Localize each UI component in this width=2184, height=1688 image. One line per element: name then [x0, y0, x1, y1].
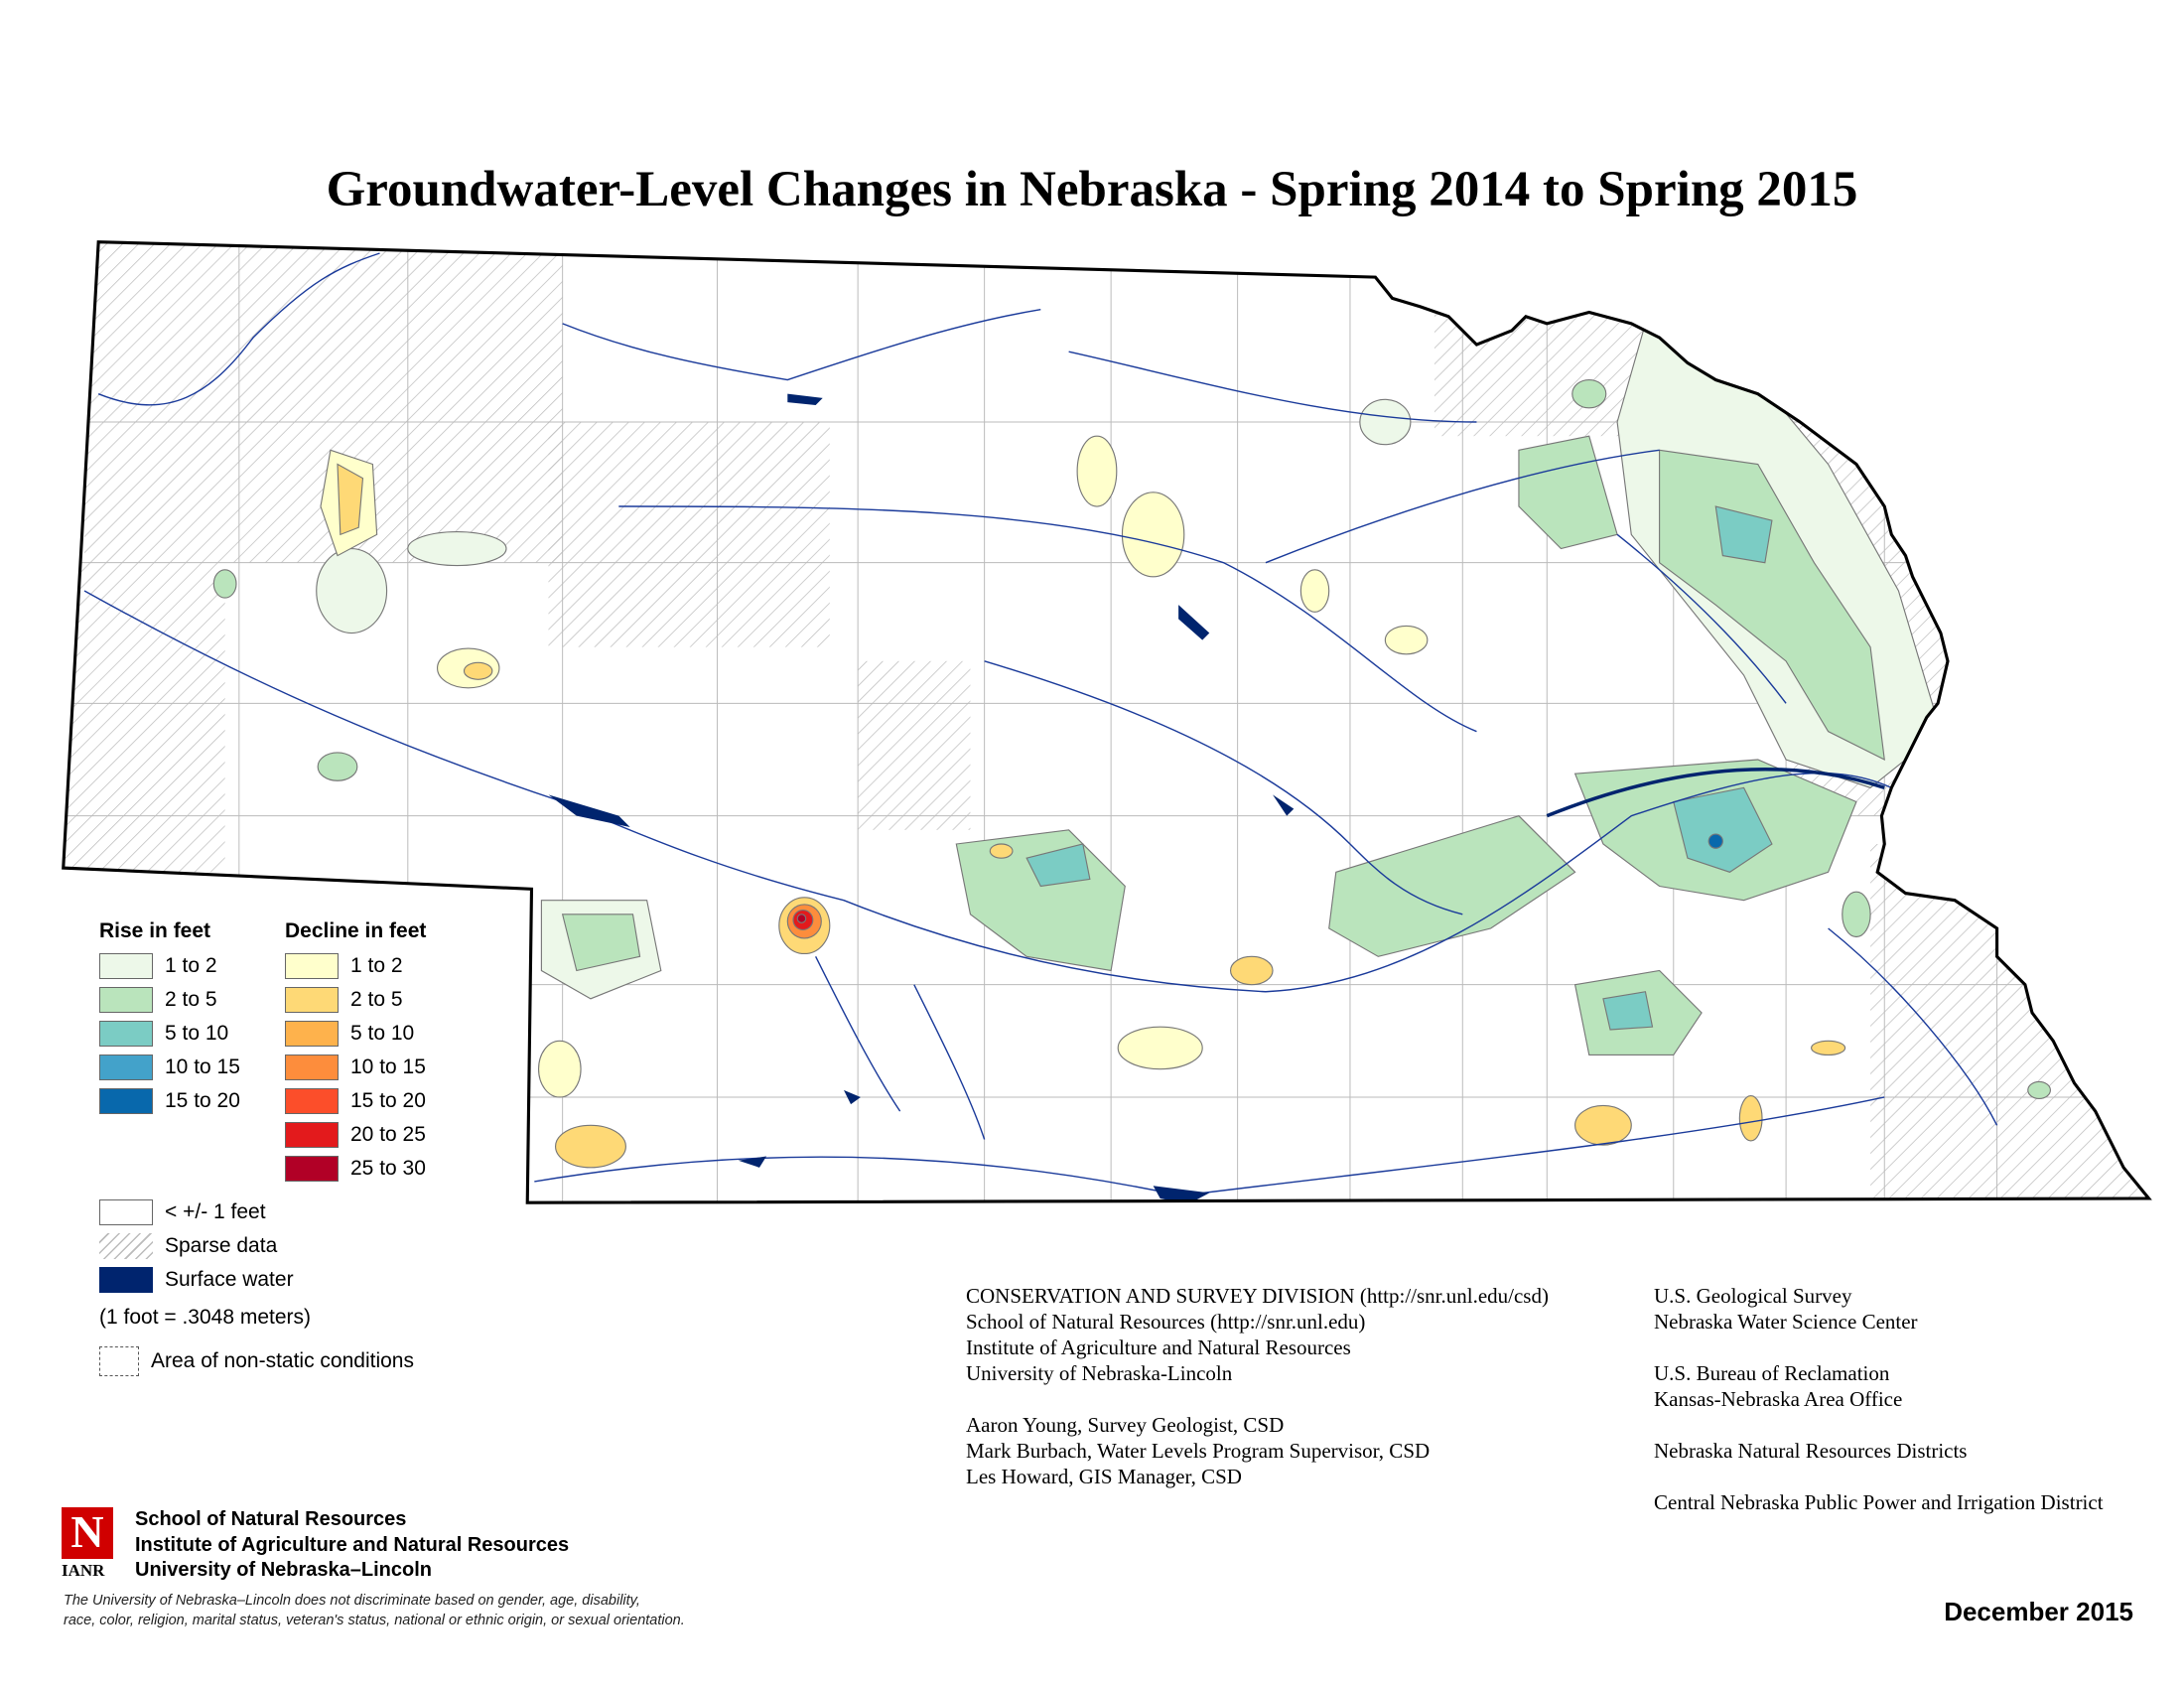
conversion-note: (1 foot = .3048 meters): [99, 1306, 312, 1329]
legend-item-decline: 15 to 20: [285, 1084, 426, 1118]
legend-swatch: [285, 1021, 339, 1047]
unl-ianr-logo: N IANR: [62, 1507, 119, 1585]
legend-swatch: [99, 987, 153, 1013]
legend-swatch: [99, 1021, 153, 1047]
credit-line: Aaron Young, Survey Geologist, CSD: [966, 1413, 1285, 1437]
legend-swatch: [285, 1088, 339, 1114]
credit-line: University of Nebraska-Lincoln: [966, 1361, 1233, 1385]
disclaimer: The University of Nebraska–Lincoln does …: [64, 1591, 685, 1630]
legend-swatch: [285, 987, 339, 1013]
credit-line: [1654, 1464, 2104, 1489]
legend-swatch: [99, 953, 153, 979]
legend-item-decline: 10 to 15: [285, 1051, 426, 1084]
legend-rise-title: Rise in feet: [99, 919, 211, 942]
non-static-swatch: [99, 1346, 139, 1376]
credit-line: Mark Burbach, Water Levels Program Super…: [966, 1439, 1431, 1463]
surface-water-swatch: [99, 1267, 153, 1293]
legend-label: 5 to 10: [165, 1022, 229, 1045]
credit-line: CONSERVATION AND SURVEY DIVISION (http:/…: [966, 1284, 1549, 1308]
legend-rise: Rise in feet 1 to 2 2 to 5 5 to 10 10 to 15…: [99, 919, 240, 1118]
disclaimer-line: race, color, religion, marital status, v…: [64, 1613, 685, 1628]
legend-item-decline: 2 to 5: [285, 983, 426, 1017]
legend-label: 2 to 5: [165, 988, 217, 1011]
legend-swatch: [99, 1055, 153, 1080]
logo-n-mark: N: [62, 1507, 113, 1559]
legend-label: 15 to 20: [350, 1089, 426, 1112]
no-change-label: < +/- 1 feet: [165, 1200, 266, 1223]
legend-swatch: [285, 1122, 339, 1148]
legend-item-rise: 1 to 2: [99, 949, 240, 983]
legend-label: 20 to 25: [350, 1123, 426, 1146]
legend-label: 10 to 15: [350, 1055, 426, 1078]
credit-line: School of Natural Resources (http://snr.…: [966, 1310, 1366, 1334]
publication-date: December 2015: [1944, 1597, 2133, 1626]
credit-line: [1654, 1335, 2104, 1360]
legend-decline-title: Decline in feet: [285, 919, 427, 942]
map-title: Groundwater-Level Changes in Nebraska - …: [326, 162, 1858, 217]
legend-label: 5 to 10: [350, 1022, 415, 1045]
legend-item-decline: 1 to 2: [285, 949, 426, 983]
legend-item-decline: 20 to 25: [285, 1118, 426, 1152]
legend-label: 10 to 15: [165, 1055, 240, 1078]
state-boundary: [62, 240, 2152, 1204]
credits-right: U.S. Geological Survey Nebraska Water Sci…: [1654, 1283, 2104, 1515]
org-line: School of Natural Resources: [135, 1508, 407, 1530]
surface-water-label: Surface water: [165, 1268, 294, 1291]
credit-line: Les Howard, GIS Manager, CSD: [966, 1465, 1242, 1488]
legend-label: 2 to 5: [350, 988, 403, 1011]
legend-label: 1 to 2: [165, 954, 217, 977]
credit-line: U.S. Bureau of Reclamation: [1654, 1361, 1890, 1385]
org-lines: School of Natural Resources Institute of…: [135, 1507, 569, 1584]
legend-item-decline: 25 to 30: [285, 1152, 426, 1186]
credit-line: Nebraska Natural Resources Districts: [1654, 1439, 1968, 1463]
credits-left: CONSERVATION AND SURVEY DIVISION (http:/…: [966, 1283, 1549, 1489]
legend-label: 25 to 30: [350, 1157, 426, 1180]
org-line: Institute of Agriculture and Natural Res…: [135, 1533, 570, 1556]
disclaimer-line: The University of Nebraska–Lincoln does …: [64, 1593, 640, 1609]
credit-line: Central Nebraska Public Power and Irriga…: [1654, 1490, 2104, 1514]
legend-swatch: [99, 1088, 153, 1114]
rivers: [83, 252, 1998, 1196]
sparse-data-swatch: [99, 1233, 153, 1259]
legend-item-rise: 2 to 5: [99, 983, 240, 1017]
credit-line: [966, 1386, 1549, 1412]
credit-line: Kansas-Nebraska Area Office: [1654, 1387, 1903, 1411]
legend-swatch: [285, 1156, 339, 1182]
credit-line: Nebraska Water Science Center: [1654, 1310, 1918, 1334]
legend-swatch: [285, 953, 339, 979]
logo-ianr-text: IANR: [62, 1561, 105, 1580]
legend-other: < +/- 1 feet Sparse data Surface water (…: [99, 1196, 414, 1384]
legend-item-rise: 15 to 20: [99, 1084, 240, 1118]
rise-areas: [212, 323, 2051, 1099]
legend-swatch: [285, 1055, 339, 1080]
legend-label: 15 to 20: [165, 1089, 240, 1112]
sparse-data-label: Sparse data: [165, 1234, 278, 1257]
credit-line: [1654, 1412, 2104, 1438]
credit-line: Institute of Agriculture and Natural Res…: [966, 1336, 1351, 1359]
legend-item-decline: 5 to 10: [285, 1017, 426, 1051]
non-static-label: Area of non-static conditions: [151, 1349, 414, 1372]
no-change-swatch: [99, 1199, 153, 1225]
legend-label: 1 to 2: [350, 954, 403, 977]
legend-item-rise: 10 to 15: [99, 1051, 240, 1084]
decline-areas: [320, 435, 1846, 1169]
credit-line: U.S. Geological Survey: [1654, 1284, 1852, 1308]
org-line: University of Nebraska–Lincoln: [135, 1559, 432, 1581]
legend-item-rise: 5 to 10: [99, 1017, 240, 1051]
legend-decline: Decline in feet 1 to 2 2 to 5 5 to 10 10 to…: [285, 919, 426, 1186]
